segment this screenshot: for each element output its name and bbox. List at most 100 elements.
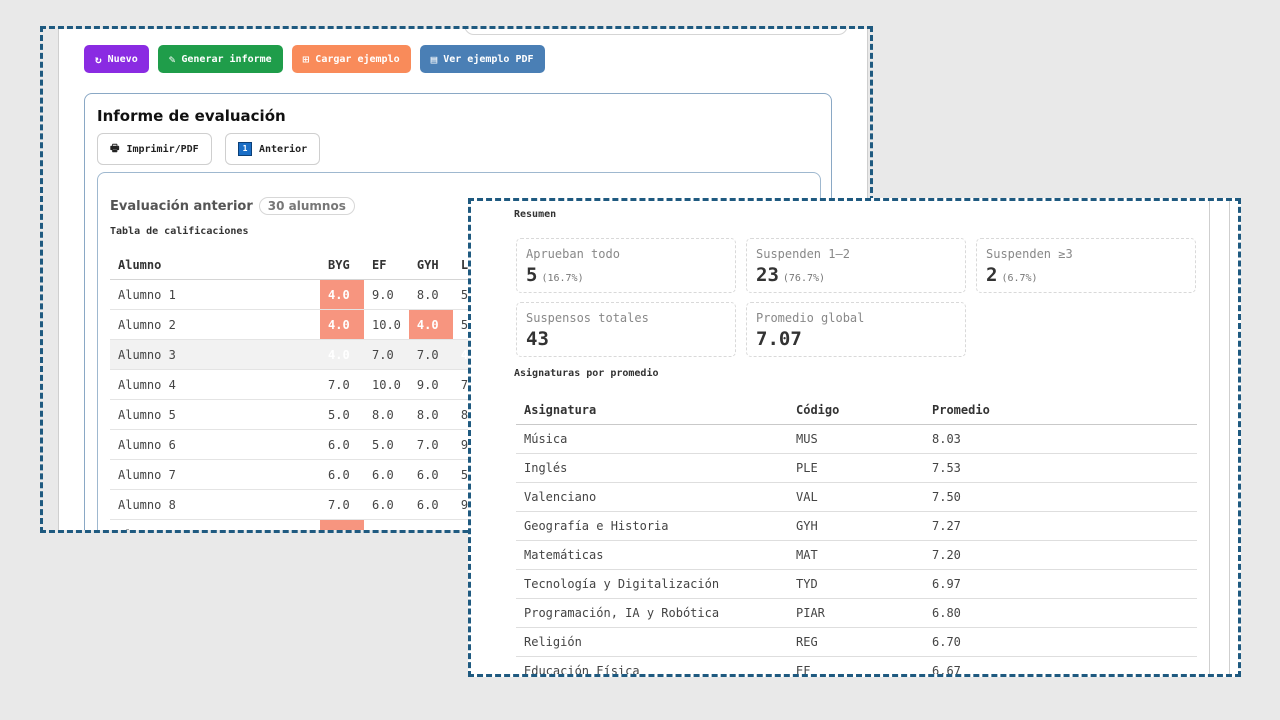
grade-cell: 5.0 bbox=[364, 429, 409, 460]
table-caption: Tabla de calificaciones bbox=[110, 226, 249, 237]
ver-pdf-label: Ver ejemplo PDF bbox=[443, 53, 534, 65]
grade-cell: 8.0 bbox=[408, 279, 453, 310]
subject-name: Tecnología y Digitalización bbox=[516, 569, 788, 599]
page-edge bbox=[1229, 201, 1230, 674]
grade-cell: 6.0 bbox=[408, 459, 453, 490]
table-icon: ⊞ bbox=[302, 52, 310, 66]
grade-cell: 9.0 bbox=[408, 369, 453, 400]
cargar-label: Cargar ejemplo bbox=[315, 53, 400, 65]
student-name: Alumno 4 bbox=[110, 369, 320, 400]
grade-cell: 5.0 bbox=[320, 399, 364, 430]
print-pdf-button[interactable]: 🖶 Imprimir/PDF bbox=[97, 133, 212, 165]
subject-name: Inglés bbox=[516, 453, 788, 483]
subject-code: GYH bbox=[788, 511, 924, 541]
summary-panel-frame: Resumen Aprueban todo 5 (16.7%) Suspenden… bbox=[468, 198, 1241, 677]
nuevo-label: Nuevo bbox=[107, 53, 138, 65]
table-row: Valenciano VAL 7.50 bbox=[516, 482, 1197, 512]
grade-cell: 8.0 bbox=[364, 399, 409, 430]
table-row: Inglés PLE 7.53 bbox=[516, 453, 1197, 483]
student-name: Alumno 6 bbox=[110, 429, 320, 460]
student-name: Alumno 5 bbox=[110, 399, 320, 430]
table-row: Alumno 87.06.06.09.0 bbox=[110, 489, 497, 520]
stat-card: Promedio global 7.07 bbox=[746, 302, 966, 357]
subject-average: 6.80 bbox=[924, 598, 1197, 628]
subject-average: 7.27 bbox=[924, 511, 1197, 541]
table-row: Alumno 34.07.07.04.0 bbox=[110, 339, 497, 370]
grade-cell: 4.0 bbox=[320, 309, 364, 340]
grades-header-row: Alumno BYG EF GYH LC bbox=[110, 250, 497, 280]
stat-label: Suspensos totales bbox=[526, 311, 649, 325]
grade-cell: 6.0 bbox=[364, 489, 409, 520]
student-name: Alumno 8 bbox=[110, 489, 320, 520]
col-ef: EF bbox=[364, 250, 409, 280]
grade-cell: 7.0 bbox=[408, 339, 453, 370]
table-row: Tecnología y Digitalización TYD 6.97 bbox=[516, 569, 1197, 599]
grade-cell: 4.0 bbox=[320, 279, 364, 310]
toolbar: ↻ Nuevo ✎ Generar informe ⊞ Cargar ejemp… bbox=[84, 45, 545, 73]
stat-value: 23 (76.7%) bbox=[756, 264, 826, 286]
table-row: Programación, IA y Robótica PIAR 6.80 bbox=[516, 598, 1197, 628]
grade-cell: 6.0 bbox=[364, 459, 409, 490]
subject-average: 6.97 bbox=[924, 569, 1197, 599]
stat-card: Aprueban todo 5 (16.7%) bbox=[516, 238, 736, 293]
summary-title: Resumen bbox=[514, 209, 557, 220]
table-row: Alumno 66.05.07.09.0 bbox=[110, 429, 497, 460]
table-row: Alumno 76.06.06.05.0 bbox=[110, 459, 497, 490]
subject-name: Educación Física bbox=[516, 656, 788, 674]
subjects-title: Asignaturas por promedio bbox=[514, 368, 659, 379]
subject-code: PIAR bbox=[788, 598, 924, 628]
stat-value: 7.07 bbox=[756, 328, 802, 350]
student-name: Alumno 3 bbox=[110, 339, 320, 370]
table-row: Alumno 24.010.04.05.0 bbox=[110, 309, 497, 340]
col-byg: BYG bbox=[320, 250, 364, 280]
stat-card: Suspensos totales 43 bbox=[516, 302, 736, 357]
cargar-ejemplo-button[interactable]: ⊞ Cargar ejemplo bbox=[291, 45, 411, 73]
subject-average: 8.03 bbox=[924, 424, 1197, 454]
students-badge: 30 alumnos bbox=[258, 197, 355, 215]
subject-name: Geografía e Historia bbox=[516, 511, 788, 541]
report-title: Informe de evaluación bbox=[97, 107, 286, 125]
subject-name: Programación, IA y Robótica bbox=[516, 598, 788, 628]
pdf-file-icon: ▤ bbox=[430, 52, 438, 66]
grade-cell: 6.0 bbox=[408, 489, 453, 520]
anterior-button[interactable]: 1 Anterior bbox=[225, 133, 321, 165]
subject-code: REG bbox=[788, 627, 924, 657]
grades-table: Alumno BYG EF GYH LC Alumno 14.09.08.05.… bbox=[110, 250, 497, 530]
grade-cell: 8.0 bbox=[408, 399, 453, 430]
summary-page bbox=[471, 201, 1210, 674]
table-row: Música MUS 8.03 bbox=[516, 424, 1197, 454]
subject-average: 7.50 bbox=[924, 482, 1197, 512]
subject-average: 7.20 bbox=[924, 540, 1197, 570]
table-row: Religión REG 6.70 bbox=[516, 627, 1197, 657]
stat-label: Aprueban todo bbox=[526, 247, 620, 261]
table-row: Educación Física EF 6.67 bbox=[516, 656, 1197, 674]
subject-code: TYD bbox=[788, 569, 924, 599]
ver-ejemplo-pdf-button[interactable]: ▤ Ver ejemplo PDF bbox=[419, 45, 545, 73]
stat-card: Suspenden ≥3 2 (6.7%) bbox=[976, 238, 1196, 293]
grade-cell: 7.0 bbox=[408, 429, 453, 460]
table-row: Alumno 55.08.08.08.0 bbox=[110, 399, 497, 430]
subject-name: Música bbox=[516, 424, 788, 454]
subject-name: Matemáticas bbox=[516, 540, 788, 570]
stat-label: Suspenden ≥3 bbox=[986, 247, 1073, 261]
stat-label: Promedio global bbox=[756, 311, 865, 325]
nuevo-button[interactable]: ↻ Nuevo bbox=[84, 45, 149, 73]
grade-cell: 6.0 bbox=[320, 429, 364, 460]
table-row: Alumno 47.010.09.07.0 bbox=[110, 369, 497, 400]
evaluation-card: Evaluación anterior 30 alumnos Tabla de … bbox=[97, 172, 821, 530]
student-name: Alumno 1 bbox=[110, 279, 320, 310]
subject-average: 6.67 bbox=[924, 656, 1197, 674]
grade-cell: 10.0 bbox=[364, 369, 409, 400]
grade-cell: 9.0 bbox=[364, 279, 409, 310]
student-name: Alumno 7 bbox=[110, 459, 320, 490]
subject-name: Religión bbox=[516, 627, 788, 657]
grade-cell: 4.0 bbox=[408, 309, 453, 340]
grade-cell: 4.0 bbox=[320, 519, 364, 530]
stat-pct: (16.7%) bbox=[541, 273, 584, 284]
number-one-icon: 1 bbox=[238, 142, 252, 156]
stat-label: Suspenden 1–2 bbox=[756, 247, 850, 261]
grade-cell: 7.0 bbox=[320, 369, 364, 400]
subject-average: 6.70 bbox=[924, 627, 1197, 657]
generar-informe-button[interactable]: ✎ Generar informe bbox=[157, 45, 283, 73]
printer-icon: 🖶 bbox=[110, 142, 120, 154]
